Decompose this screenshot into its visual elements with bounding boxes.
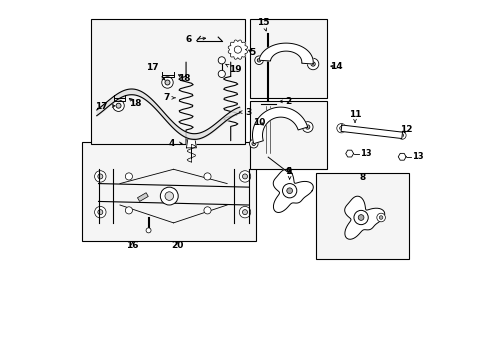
Circle shape	[125, 173, 132, 180]
Circle shape	[340, 126, 343, 130]
Circle shape	[243, 174, 247, 179]
Circle shape	[354, 210, 368, 225]
Circle shape	[255, 56, 263, 64]
Circle shape	[249, 139, 258, 148]
Circle shape	[95, 171, 106, 182]
Polygon shape	[252, 107, 308, 144]
Circle shape	[218, 70, 225, 77]
Circle shape	[95, 206, 106, 218]
Text: 9: 9	[285, 167, 292, 176]
Text: 11: 11	[349, 111, 361, 122]
Text: 18: 18	[178, 74, 191, 83]
Circle shape	[125, 207, 132, 214]
Circle shape	[116, 103, 121, 108]
Circle shape	[98, 174, 103, 179]
Circle shape	[283, 184, 297, 198]
Circle shape	[204, 207, 211, 214]
Text: 13: 13	[412, 152, 424, 161]
Bar	[138, 193, 148, 202]
Text: 2: 2	[280, 97, 292, 106]
Text: 4: 4	[169, 139, 182, 148]
Circle shape	[307, 58, 319, 70]
Circle shape	[398, 131, 406, 139]
Text: 15: 15	[257, 18, 270, 31]
Circle shape	[337, 123, 346, 133]
Text: 3: 3	[240, 108, 252, 117]
Circle shape	[243, 210, 247, 215]
Text: 7: 7	[163, 93, 175, 102]
Circle shape	[165, 80, 170, 85]
Polygon shape	[186, 139, 196, 148]
Polygon shape	[228, 40, 247, 59]
Text: 17: 17	[95, 102, 115, 111]
Circle shape	[257, 58, 261, 62]
Circle shape	[311, 62, 315, 66]
Circle shape	[160, 187, 178, 205]
Polygon shape	[273, 170, 313, 212]
Circle shape	[377, 213, 386, 222]
Text: 6: 6	[186, 36, 206, 45]
Bar	[317, 173, 409, 258]
Bar	[82, 143, 256, 241]
Circle shape	[234, 46, 242, 53]
Text: 12: 12	[400, 125, 413, 134]
Polygon shape	[259, 43, 313, 64]
Polygon shape	[341, 125, 403, 139]
Text: 5: 5	[248, 48, 255, 57]
Circle shape	[162, 77, 173, 88]
Circle shape	[358, 215, 364, 220]
Circle shape	[401, 134, 404, 137]
Text: 8: 8	[360, 173, 366, 182]
Circle shape	[302, 122, 313, 132]
Polygon shape	[344, 196, 385, 239]
Text: 16: 16	[126, 240, 139, 249]
Circle shape	[165, 192, 173, 201]
Circle shape	[379, 216, 383, 219]
Circle shape	[98, 210, 103, 215]
Text: 14: 14	[330, 62, 343, 71]
Circle shape	[263, 152, 273, 162]
Text: 18: 18	[129, 98, 142, 108]
Text: 17: 17	[146, 63, 165, 80]
Circle shape	[146, 228, 151, 233]
Circle shape	[204, 173, 211, 180]
Circle shape	[239, 171, 251, 182]
Bar	[250, 19, 327, 98]
Text: 20: 20	[171, 240, 183, 249]
Text: 1: 1	[287, 167, 293, 179]
Circle shape	[218, 57, 225, 64]
Polygon shape	[346, 150, 354, 157]
Circle shape	[287, 188, 293, 194]
Bar	[250, 102, 327, 169]
Text: 10: 10	[253, 118, 266, 127]
Circle shape	[113, 100, 124, 111]
Polygon shape	[398, 153, 406, 160]
Bar	[263, 104, 274, 155]
Text: 19: 19	[226, 64, 241, 75]
Circle shape	[252, 142, 256, 145]
Bar	[91, 19, 245, 144]
Text: 13: 13	[360, 149, 371, 158]
Circle shape	[239, 206, 251, 218]
Circle shape	[209, 37, 213, 41]
Circle shape	[306, 125, 310, 129]
